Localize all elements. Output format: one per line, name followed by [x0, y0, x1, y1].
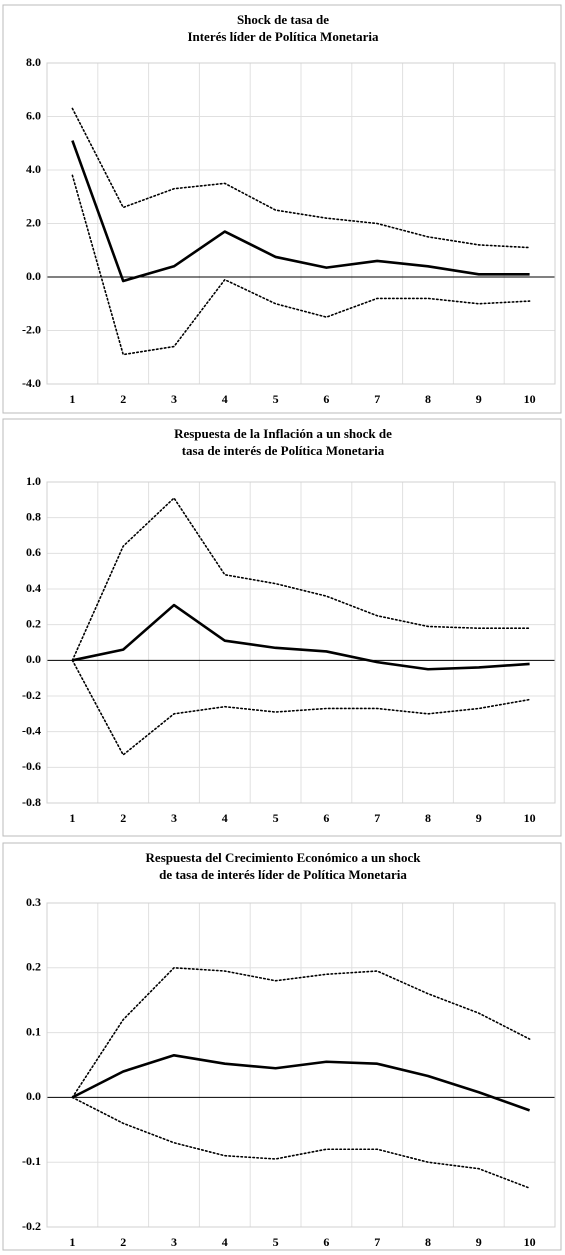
x-tick-label: 9 — [476, 1235, 482, 1249]
x-tick-label: 8 — [425, 811, 431, 825]
y-tick-label: -0.1 — [22, 1154, 41, 1168]
band-line — [71, 1096, 531, 1189]
chart-title: de tasa de interés líder de Política Mon… — [159, 867, 407, 882]
y-tick-label: -0.6 — [22, 759, 41, 773]
chart-title: Shock de tasa de — [237, 12, 329, 27]
y-tick-label: 0.0 — [26, 652, 41, 666]
y-tick-label: 8.0 — [26, 55, 41, 69]
x-tick-label: 7 — [374, 811, 380, 825]
x-tick-label: 5 — [273, 811, 279, 825]
x-tick-label: 5 — [273, 1235, 279, 1249]
x-tick-label: 1 — [69, 811, 75, 825]
x-tick-label: 8 — [425, 1235, 431, 1249]
y-tick-label: 0.0 — [26, 1089, 41, 1103]
x-tick-label: 8 — [425, 392, 431, 406]
y-tick-label: -0.2 — [22, 1219, 41, 1233]
y-tick-label: 0.3 — [26, 895, 41, 909]
x-tick-label: 1 — [69, 1235, 75, 1249]
x-tick-label: 9 — [476, 392, 482, 406]
x-tick-label: 10 — [524, 811, 536, 825]
x-tick-label: 6 — [323, 392, 329, 406]
y-tick-label: 1.0 — [26, 474, 41, 488]
x-tick-label: 1 — [69, 392, 75, 406]
chart-title: Respuesta del Crecimiento Económico a un… — [146, 850, 422, 865]
x-tick-label: 4 — [222, 811, 228, 825]
x-tick-label: 9 — [476, 811, 482, 825]
response-line — [72, 603, 530, 671]
chart-title: Respuesta de la Inflación a un shock de — [174, 426, 392, 441]
x-tick-label: 5 — [273, 392, 279, 406]
chart-title: Interés líder de Política Monetaria — [187, 29, 379, 44]
x-tick-label: 7 — [374, 1235, 380, 1249]
x-tick-label: 3 — [171, 392, 177, 406]
plot-border — [46, 481, 556, 804]
y-tick-label: -0.8 — [22, 795, 41, 809]
band-line — [71, 107, 531, 249]
y-tick-label: -0.4 — [22, 723, 41, 737]
y-tick-label: 2.0 — [26, 215, 41, 229]
chart-title: tasa de interés de Política Monetaria — [182, 443, 385, 458]
y-tick-label: 0.8 — [26, 509, 41, 523]
y-tick-label: 0.0 — [26, 269, 41, 283]
y-tick-label: 4.0 — [26, 162, 41, 176]
y-tick-label: 6.0 — [26, 108, 41, 122]
panel-border — [2, 4, 562, 414]
response-line — [71, 140, 530, 283]
x-tick-label: 3 — [171, 811, 177, 825]
plot-border — [46, 62, 556, 385]
y-tick-label: 0.4 — [26, 581, 41, 595]
x-tick-label: 4 — [222, 392, 228, 406]
y-tick-label: 0.2 — [26, 616, 41, 630]
x-tick-label: 4 — [222, 1235, 228, 1249]
band-line — [71, 497, 531, 662]
x-tick-label: 2 — [120, 1235, 126, 1249]
band-line — [71, 966, 531, 1099]
x-tick-label: 2 — [120, 392, 126, 406]
y-tick-label: -4.0 — [22, 376, 41, 390]
y-tick-label: -0.2 — [22, 688, 41, 702]
panel-border — [2, 842, 562, 1251]
plot-border — [46, 902, 556, 1228]
x-tick-label: 6 — [323, 811, 329, 825]
x-tick-label: 3 — [171, 1235, 177, 1249]
x-tick-label: 10 — [524, 1235, 536, 1249]
y-tick-label: 0.1 — [26, 1024, 41, 1038]
response-line — [71, 1053, 531, 1112]
x-tick-label: 2 — [120, 811, 126, 825]
band-line — [71, 659, 531, 756]
x-tick-label: 6 — [323, 1235, 329, 1249]
panel-border — [2, 418, 562, 837]
y-tick-label: -2.0 — [22, 322, 41, 336]
y-tick-label: 0.6 — [26, 545, 41, 559]
y-tick-label: 0.2 — [26, 960, 41, 974]
band-line — [71, 174, 531, 356]
x-tick-label: 7 — [374, 392, 380, 406]
x-tick-label: 10 — [524, 392, 536, 406]
